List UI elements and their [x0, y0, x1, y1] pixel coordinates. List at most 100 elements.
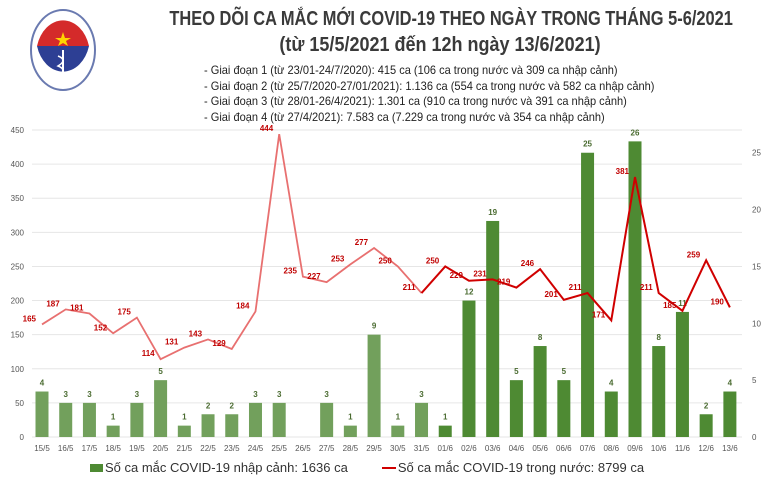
left-axis-tick: 350	[11, 194, 25, 203]
bar-label: 2	[206, 401, 211, 410]
x-axis-tick: 21/5	[177, 444, 193, 453]
left-axis-tick: 200	[11, 297, 25, 306]
left-axis-tick: 100	[11, 365, 25, 374]
x-axis-tick: 10/6	[651, 444, 667, 453]
x-axis-tick: 27/5	[319, 444, 335, 453]
line-label: 235	[284, 267, 298, 276]
line-label: 229	[450, 271, 464, 280]
bar-label: 9	[372, 322, 377, 331]
bar	[652, 346, 666, 437]
line-label: 250	[378, 256, 392, 265]
right-axis-tick: 15	[752, 262, 761, 271]
bar	[581, 152, 595, 438]
bar	[82, 402, 96, 437]
line-label: 219	[497, 278, 511, 287]
legend: Số ca mắc COVID-19 nhập cảnh: 1636 ca Số…	[90, 460, 644, 475]
line-label: 190	[711, 297, 725, 306]
bar-label: 3	[253, 390, 258, 399]
bar-label: 1	[396, 413, 401, 422]
legend-swatch-line	[381, 466, 396, 469]
bar	[248, 402, 262, 437]
line-series-may	[41, 133, 423, 361]
legend-label-domestic: Số ca mắc COVID-19 trong nước: 8799 ca	[397, 460, 645, 475]
left-axis-tick: 300	[11, 228, 25, 237]
bar-label: 3	[87, 390, 92, 399]
x-axis-tick: 08/6	[603, 444, 619, 453]
x-axis-tick: 30/5	[390, 444, 406, 453]
bar	[343, 425, 357, 437]
line-label: 211	[403, 283, 416, 292]
x-axis-tick: 01/6	[437, 444, 453, 453]
bar	[509, 380, 523, 437]
bar	[675, 311, 689, 437]
right-axis-tick: 10	[752, 319, 761, 328]
bar-label: 3	[419, 390, 424, 399]
left-axis-tick: 450	[11, 126, 25, 135]
line-label: 184	[236, 301, 250, 310]
phase-4: - Giai đoạn 4 (từ 27/4/2021): 7.583 ca (…	[204, 109, 605, 124]
left-axis-tick: 250	[11, 262, 25, 271]
bar-label: 26	[631, 128, 640, 137]
x-axis-tick: 18/5	[105, 444, 121, 453]
bar	[486, 220, 500, 437]
bar-label: 4	[728, 379, 733, 388]
x-axis-tick: 20/5	[153, 444, 169, 453]
line-label: 259	[687, 250, 701, 259]
bar	[438, 425, 452, 437]
bar	[201, 414, 215, 437]
line-label: 253	[331, 254, 345, 263]
x-axis-tick: 24/5	[248, 444, 264, 453]
x-axis-tick: 28/5	[343, 444, 359, 453]
x-axis-tick: 15/5	[34, 444, 50, 453]
bar	[699, 414, 713, 437]
x-axis-tick: 04/6	[509, 444, 525, 453]
bar	[391, 425, 405, 437]
x-axis-tick: 13/6	[722, 444, 738, 453]
line-label: 175	[118, 308, 132, 317]
bar	[628, 141, 642, 438]
bar-label: 4	[609, 379, 614, 388]
bar-label: 1	[111, 413, 116, 422]
x-axis-tick: 07/6	[580, 444, 596, 453]
x-axis-tick: 22/5	[200, 444, 216, 453]
bar	[533, 346, 547, 437]
bar-label: 1	[348, 413, 353, 422]
bar	[415, 402, 429, 437]
line-label: 211	[569, 283, 582, 292]
bar	[320, 402, 334, 437]
bar-label: 3	[63, 390, 68, 399]
line-label: 143	[189, 329, 203, 338]
bar-label: 5	[562, 367, 567, 376]
line-label: 211	[640, 283, 653, 292]
line-label: 277	[355, 238, 369, 247]
right-axis-tick: 25	[752, 149, 761, 158]
line-label: 129	[212, 339, 226, 348]
bar-label: 1	[182, 413, 187, 422]
x-axis-tick: 05/6	[532, 444, 548, 453]
line-series-june	[420, 176, 731, 323]
bar	[462, 300, 476, 437]
x-axis-tick: 17/5	[82, 444, 98, 453]
x-axis-tick: 16/5	[58, 444, 74, 453]
phase-summary: - Giai đoạn 1 (từ 23/01-24/7/2020): 415 …	[204, 63, 654, 125]
ministry-of-health-logo	[30, 9, 96, 91]
bar	[106, 425, 120, 437]
x-axis-tick: 12/6	[698, 444, 714, 453]
bar-label: 4	[40, 379, 45, 388]
bar-label: 5	[514, 367, 519, 376]
bar-label: 2	[230, 401, 235, 410]
legend-item-domestic: Số ca mắc COVID-19 trong nước: 8799 ca	[381, 460, 645, 475]
x-axis-tick: 25/5	[271, 444, 287, 453]
bar	[177, 425, 191, 437]
line-label: 165	[23, 314, 37, 323]
x-axis-tick: 29/5	[366, 444, 382, 453]
bar	[35, 391, 49, 437]
phase-3: - Giai đoạn 3 (từ 28/01-26/4/2021): 1.30…	[204, 94, 627, 108]
bar	[154, 380, 168, 437]
x-axis-tick: 31/5	[414, 444, 430, 453]
left-axis-tick: 150	[11, 331, 25, 340]
bar	[225, 414, 239, 437]
right-axis-tick: 5	[752, 376, 757, 385]
line-label: 250	[426, 256, 440, 265]
x-axis-tick: 19/5	[129, 444, 145, 453]
